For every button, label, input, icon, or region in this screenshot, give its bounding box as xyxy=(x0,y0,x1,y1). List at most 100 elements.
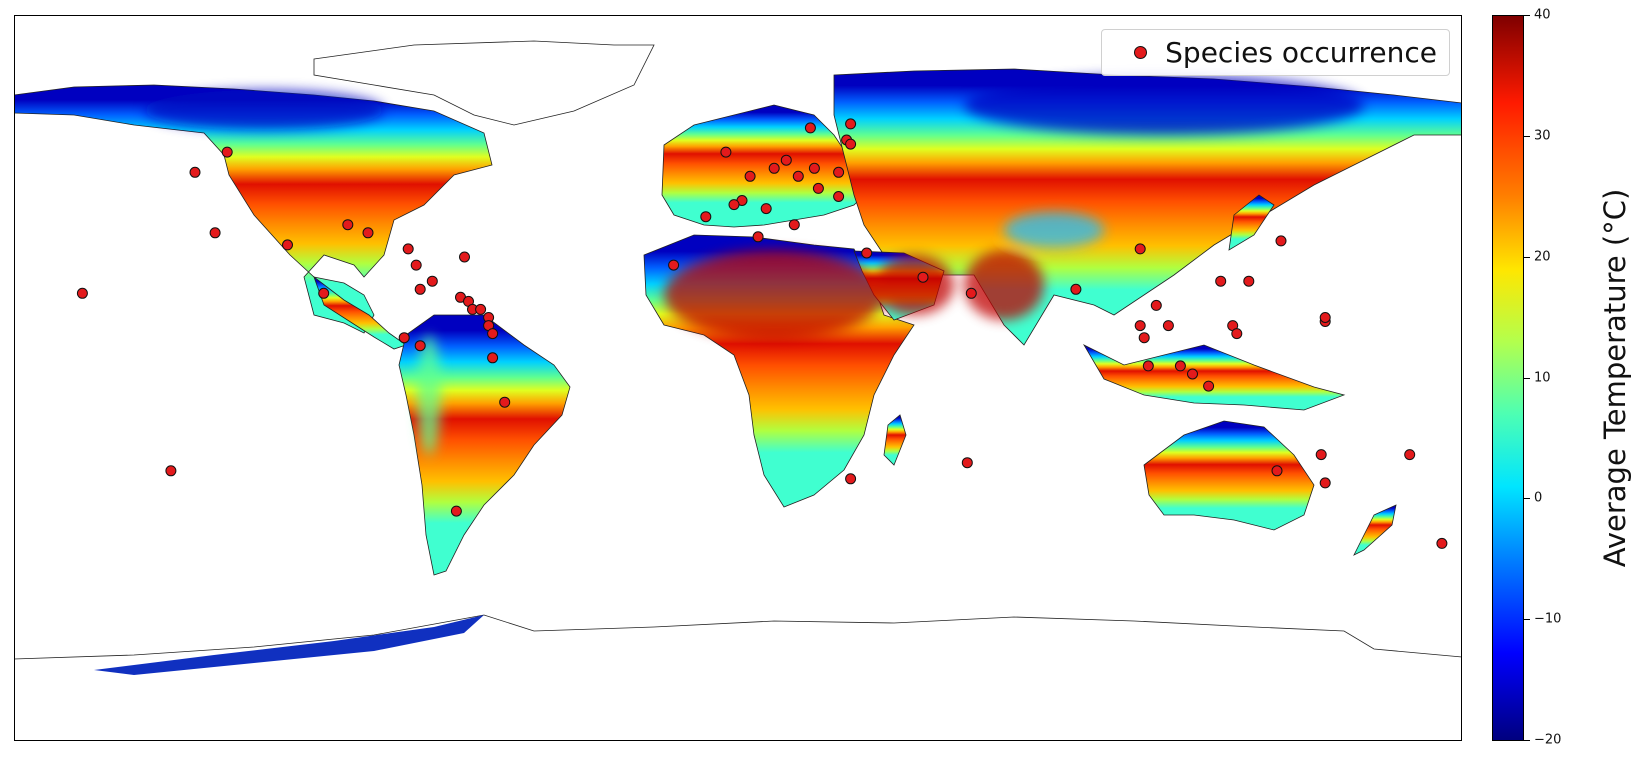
occurrence-point xyxy=(342,219,354,231)
occurrence-point xyxy=(475,303,487,315)
madagascar xyxy=(883,414,907,466)
occurrence-point xyxy=(410,259,422,271)
occurrence-point xyxy=(845,118,857,130)
occurrence-point xyxy=(845,473,857,485)
occurrence-point xyxy=(402,243,414,255)
map-canvas xyxy=(14,40,1462,741)
colorbar-tick xyxy=(1524,498,1530,500)
colorbar-tick-label: 0 xyxy=(1534,490,1543,506)
antarctic-peninsula xyxy=(94,615,484,675)
occurrence-point xyxy=(768,162,780,174)
occurrence-point xyxy=(1319,312,1331,323)
siberia-cold xyxy=(964,75,1364,135)
andes-cool xyxy=(417,335,441,455)
occurrence-points xyxy=(76,118,1448,549)
canada-cold xyxy=(144,90,384,130)
central-america xyxy=(313,275,407,350)
colorbar-tick xyxy=(1524,619,1530,621)
occurrence-point xyxy=(752,231,764,243)
colorbar-tick-label: 20 xyxy=(1534,249,1551,265)
sahara-heat xyxy=(664,250,884,340)
occurrence-point xyxy=(861,247,873,259)
colorbar-tick-label: 10 xyxy=(1534,370,1551,385)
japan xyxy=(1228,194,1275,251)
occurrence-point xyxy=(845,138,857,150)
occurrence-point xyxy=(1404,449,1416,461)
occurrence-point xyxy=(780,154,792,166)
colorbar-tick xyxy=(1524,740,1530,741)
occurrence-point xyxy=(804,122,816,134)
occurrence-point xyxy=(1319,477,1331,489)
australia xyxy=(1143,420,1315,531)
occurrence-point xyxy=(282,239,293,251)
occurrence-point xyxy=(760,203,772,215)
occurrence-point xyxy=(1138,332,1150,344)
occurrence-point xyxy=(788,219,800,231)
occurrence-point xyxy=(833,191,845,202)
occurrence-point xyxy=(426,275,438,287)
tibet-cool xyxy=(1004,212,1104,248)
occurrence-point xyxy=(744,170,756,182)
colorbar-tick xyxy=(1524,15,1530,16)
occurrence-point xyxy=(1187,368,1198,380)
greenland xyxy=(313,40,655,126)
occurrence-point xyxy=(1070,283,1082,295)
occurrence-point xyxy=(1215,275,1227,287)
colorbar-tick-label: −20 xyxy=(1534,732,1562,748)
south-america xyxy=(398,314,571,576)
colorbar xyxy=(1492,15,1524,741)
occurrence-point xyxy=(499,396,511,408)
colorbar-tick xyxy=(1524,377,1530,379)
world-temperature-map xyxy=(14,15,1462,741)
occurrence-point xyxy=(76,287,88,299)
occurrence-point xyxy=(1203,380,1215,392)
new-zealand xyxy=(1353,504,1397,556)
occurrence-point xyxy=(1275,235,1287,247)
land-masses xyxy=(14,40,1462,741)
occurrence-point xyxy=(414,340,426,352)
arabia-heat xyxy=(874,255,954,315)
occurrence-point xyxy=(1231,328,1243,340)
colorbar-tick-label: −10 xyxy=(1534,611,1562,627)
occurrence-point xyxy=(700,211,712,223)
occurrence-point xyxy=(450,505,462,517)
occurrence-point xyxy=(1243,275,1255,287)
occurrence-point xyxy=(1134,243,1146,255)
colorbar-tick xyxy=(1524,256,1530,258)
occurrence-point xyxy=(1436,537,1448,549)
occurrence-point xyxy=(1271,465,1283,477)
climate-hotspots xyxy=(144,75,1364,455)
occurrence-point xyxy=(965,287,977,299)
occurrence-point xyxy=(398,332,410,344)
occurrence-point xyxy=(961,457,973,469)
occurrence-point xyxy=(189,166,201,178)
occurrence-point xyxy=(668,259,680,271)
occurrence-point xyxy=(221,146,233,158)
occurrence-point xyxy=(808,162,820,174)
occurrence-point xyxy=(487,328,499,340)
occurrence-point xyxy=(917,271,929,283)
occurrence-point xyxy=(459,251,470,263)
occurrence-point xyxy=(414,283,426,295)
occurrence-point xyxy=(487,352,499,364)
occurrence-point xyxy=(209,227,221,239)
legend: Species occurrence xyxy=(1101,29,1450,76)
colorbar-title: Average Temperature (°C) xyxy=(1598,188,1632,568)
occurrence-point xyxy=(1134,320,1146,332)
occurrence-point xyxy=(362,227,374,239)
occurrence-point xyxy=(1174,360,1186,372)
occurrence-point xyxy=(165,465,177,477)
north-america xyxy=(14,84,493,334)
occurrence-point xyxy=(812,182,824,194)
legend-marker-icon xyxy=(1134,46,1148,59)
colorbar-tick xyxy=(1524,135,1530,137)
europe xyxy=(661,104,875,228)
southeast-asia-islands xyxy=(1082,344,1346,411)
legend-label: Species occurrence xyxy=(1165,36,1437,69)
india-heat xyxy=(964,250,1044,320)
occurrence-point xyxy=(1150,299,1162,311)
occurrence-point xyxy=(318,287,330,299)
antarctica xyxy=(14,614,1462,741)
occurrence-point xyxy=(833,166,845,178)
occurrence-point xyxy=(1162,320,1174,332)
